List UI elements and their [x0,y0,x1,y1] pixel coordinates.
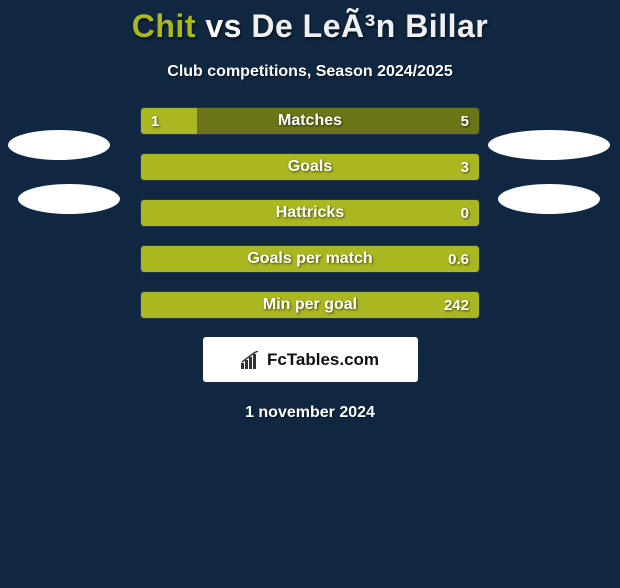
page-title: Chit vs De LeÃ³n Billar [0,8,620,45]
bar-fill [141,246,479,272]
bar-right-value: 5 [461,108,469,134]
logo-box: FcTables.com [203,337,418,382]
vs-text: vs [205,8,242,44]
bar-rest [197,108,479,134]
subtitle: Club competitions, Season 2024/2025 [0,63,620,81]
bar-fill [141,292,479,318]
bar-right-value: 0.6 [448,246,469,272]
date-line: 1 november 2024 [0,404,620,422]
logo: FcTables.com [241,350,379,370]
player1-name: Chit [132,8,196,44]
stat-bar: Goals3 [140,153,480,181]
bar-right-value: 3 [461,154,469,180]
bar-left-value: 1 [151,108,159,134]
stat-bar: Hattricks0 [140,199,480,227]
logo-prefix: Fc [267,350,287,369]
bars-container: Matches15Goals3Hattricks0Goals per match… [140,107,480,319]
logo-rest: Tables.com [287,350,379,369]
bar-right-value: 0 [461,200,469,226]
bar-fill [141,154,479,180]
bar-right-value: 242 [444,292,469,318]
barchart-icon [241,351,263,369]
bar-fill [141,200,479,226]
stat-bar: Goals per match0.6 [140,245,480,273]
bar-fill [141,108,197,134]
stat-bar: Matches15 [140,107,480,135]
chart-area: Matches15Goals3Hattricks0Goals per match… [0,107,620,319]
stat-bar: Min per goal242 [140,291,480,319]
player2-name: De LeÃ³n Billar [251,8,488,44]
